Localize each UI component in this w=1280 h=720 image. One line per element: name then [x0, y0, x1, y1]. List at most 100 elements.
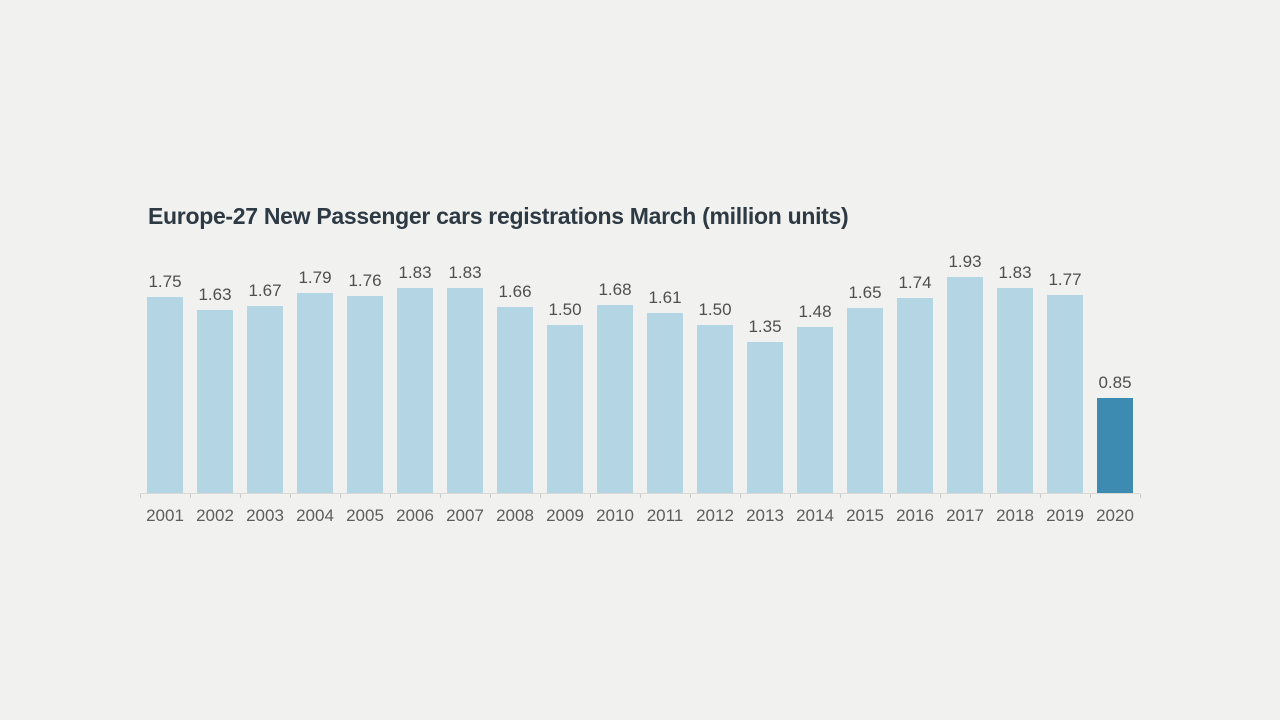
bar-value-label-2005: 1.76	[348, 271, 382, 290]
bar-2006[interactable]	[397, 288, 433, 493]
x-axis-label-2019: 2019	[1046, 506, 1084, 525]
bar-value-label-2007: 1.83	[448, 263, 482, 282]
bar-group-2003: 1.67	[240, 281, 290, 493]
x-axis-label-2020: 2020	[1096, 506, 1134, 525]
bar-group-2008: 1.66	[490, 282, 540, 493]
bar-2007[interactable]	[447, 288, 483, 493]
bars-container: 1.75 1.63 1.67 1.79 1.76 1.83 1.83 1.66 1.50 1.68…	[140, 250, 1140, 493]
x-axis-label-2011: 2011	[646, 506, 684, 525]
bar-2017[interactable]	[947, 277, 983, 493]
axis-tick	[1090, 494, 1091, 498]
bar-2001[interactable]	[147, 297, 183, 493]
x-axis-ticks	[140, 494, 1141, 498]
bar-2003[interactable]	[247, 306, 283, 493]
x-axis-label-2002: 2002	[196, 506, 234, 525]
x-axis-label-2014: 2014	[796, 506, 834, 525]
bar-group-2001: 1.75	[140, 272, 190, 493]
axis-tick	[590, 494, 591, 498]
x-axis-label-2009: 2009	[546, 506, 584, 525]
axis-tick	[1040, 494, 1041, 498]
x-axis-label-2018: 2018	[996, 506, 1034, 525]
bar-value-label-2003: 1.67	[248, 281, 282, 300]
bar-value-label-2018: 1.83	[998, 263, 1032, 282]
bar-2018[interactable]	[997, 288, 1033, 493]
bar-value-label-2014: 1.48	[798, 302, 832, 321]
axis-tick	[140, 494, 141, 498]
bar-value-label-2002: 1.63	[198, 285, 232, 304]
axis-tick	[740, 494, 741, 498]
bar-2020[interactable]	[1097, 398, 1133, 493]
bar-value-label-2017: 1.93	[948, 252, 982, 271]
bar-2015[interactable]	[847, 308, 883, 493]
bar-value-label-2004: 1.79	[298, 268, 332, 287]
axis-tick	[890, 494, 891, 498]
axis-tick	[390, 494, 391, 498]
bar-2011[interactable]	[647, 313, 683, 493]
x-axis-label-2013: 2013	[746, 506, 784, 525]
axis-tick	[790, 494, 791, 498]
bar-value-label-2001: 1.75	[148, 272, 182, 291]
bar-2002[interactable]	[197, 310, 233, 493]
bar-group-2014: 1.48	[790, 302, 840, 493]
bar-2019[interactable]	[1047, 295, 1083, 493]
bar-group-2007: 1.83	[440, 263, 490, 493]
axis-tick	[240, 494, 241, 498]
x-axis-label-2005: 2005	[346, 506, 384, 525]
bar-value-label-2006: 1.83	[398, 263, 432, 282]
bar-2014[interactable]	[797, 327, 833, 493]
bar-group-2017: 1.93	[940, 252, 990, 493]
x-axis-label-2015: 2015	[846, 506, 884, 525]
axis-tick	[540, 494, 541, 498]
axis-tick	[290, 494, 291, 498]
bar-group-2020: 0.85	[1090, 373, 1140, 493]
bar-2004[interactable]	[297, 293, 333, 493]
bar-group-2009: 1.50	[540, 300, 590, 493]
x-axis-label-2004: 2004	[296, 506, 334, 525]
axis-tick	[940, 494, 941, 498]
bar-2010[interactable]	[597, 305, 633, 493]
x-axis-label-2003: 2003	[246, 506, 284, 525]
axis-tick	[640, 494, 641, 498]
axis-tick	[190, 494, 191, 498]
bar-value-label-2009: 1.50	[548, 300, 582, 319]
bar-group-2019: 1.77	[1040, 270, 1090, 493]
x-axis-label-2010: 2010	[596, 506, 634, 525]
bar-2008[interactable]	[497, 307, 533, 493]
bar-group-2012: 1.50	[690, 300, 740, 493]
bar-value-label-2011: 1.61	[648, 288, 682, 307]
x-axis-label-2016: 2016	[896, 506, 934, 525]
bar-2016[interactable]	[897, 298, 933, 493]
bar-chart-plot: 1.75 1.63 1.67 1.79 1.76 1.83 1.83 1.66 1.50 1.68…	[140, 250, 1141, 540]
axis-tick	[690, 494, 691, 498]
x-axis-labels: 2001 2002 2003 2004 2005 2006 2007 2008 2009 2010…	[140, 506, 1140, 526]
chart-title: Europe-27 New Passenger cars registratio…	[148, 203, 849, 229]
x-axis-label-2008: 2008	[496, 506, 534, 525]
x-axis-label-2007: 2007	[446, 506, 484, 525]
axis-tick	[440, 494, 441, 498]
bar-group-2005: 1.76	[340, 271, 390, 493]
axis-tick	[840, 494, 841, 498]
bar-value-label-2016: 1.74	[898, 273, 932, 292]
bar-group-2015: 1.65	[840, 283, 890, 493]
x-axis-label-2017: 2017	[946, 506, 984, 525]
axis-tick	[490, 494, 491, 498]
bar-value-label-2008: 1.66	[498, 282, 532, 301]
bar-2012[interactable]	[697, 325, 733, 493]
bar-2009[interactable]	[547, 325, 583, 493]
bar-value-label-2020: 0.85	[1098, 373, 1132, 392]
bar-value-label-2012: 1.50	[698, 300, 732, 319]
bar-value-label-2013: 1.35	[748, 317, 782, 336]
bar-value-label-2019: 1.77	[1048, 270, 1082, 289]
bar-group-2011: 1.61	[640, 288, 690, 493]
bar-group-2016: 1.74	[890, 273, 940, 493]
bar-2013[interactable]	[747, 342, 783, 493]
bar-group-2013: 1.35	[740, 317, 790, 493]
bar-group-2004: 1.79	[290, 268, 340, 493]
x-axis-label-2006: 2006	[396, 506, 434, 525]
bar-2005[interactable]	[347, 296, 383, 493]
x-axis-label-2012: 2012	[696, 506, 734, 525]
x-axis-line	[140, 493, 1140, 494]
bar-group-2010: 1.68	[590, 280, 640, 493]
bar-group-2018: 1.83	[990, 263, 1040, 493]
